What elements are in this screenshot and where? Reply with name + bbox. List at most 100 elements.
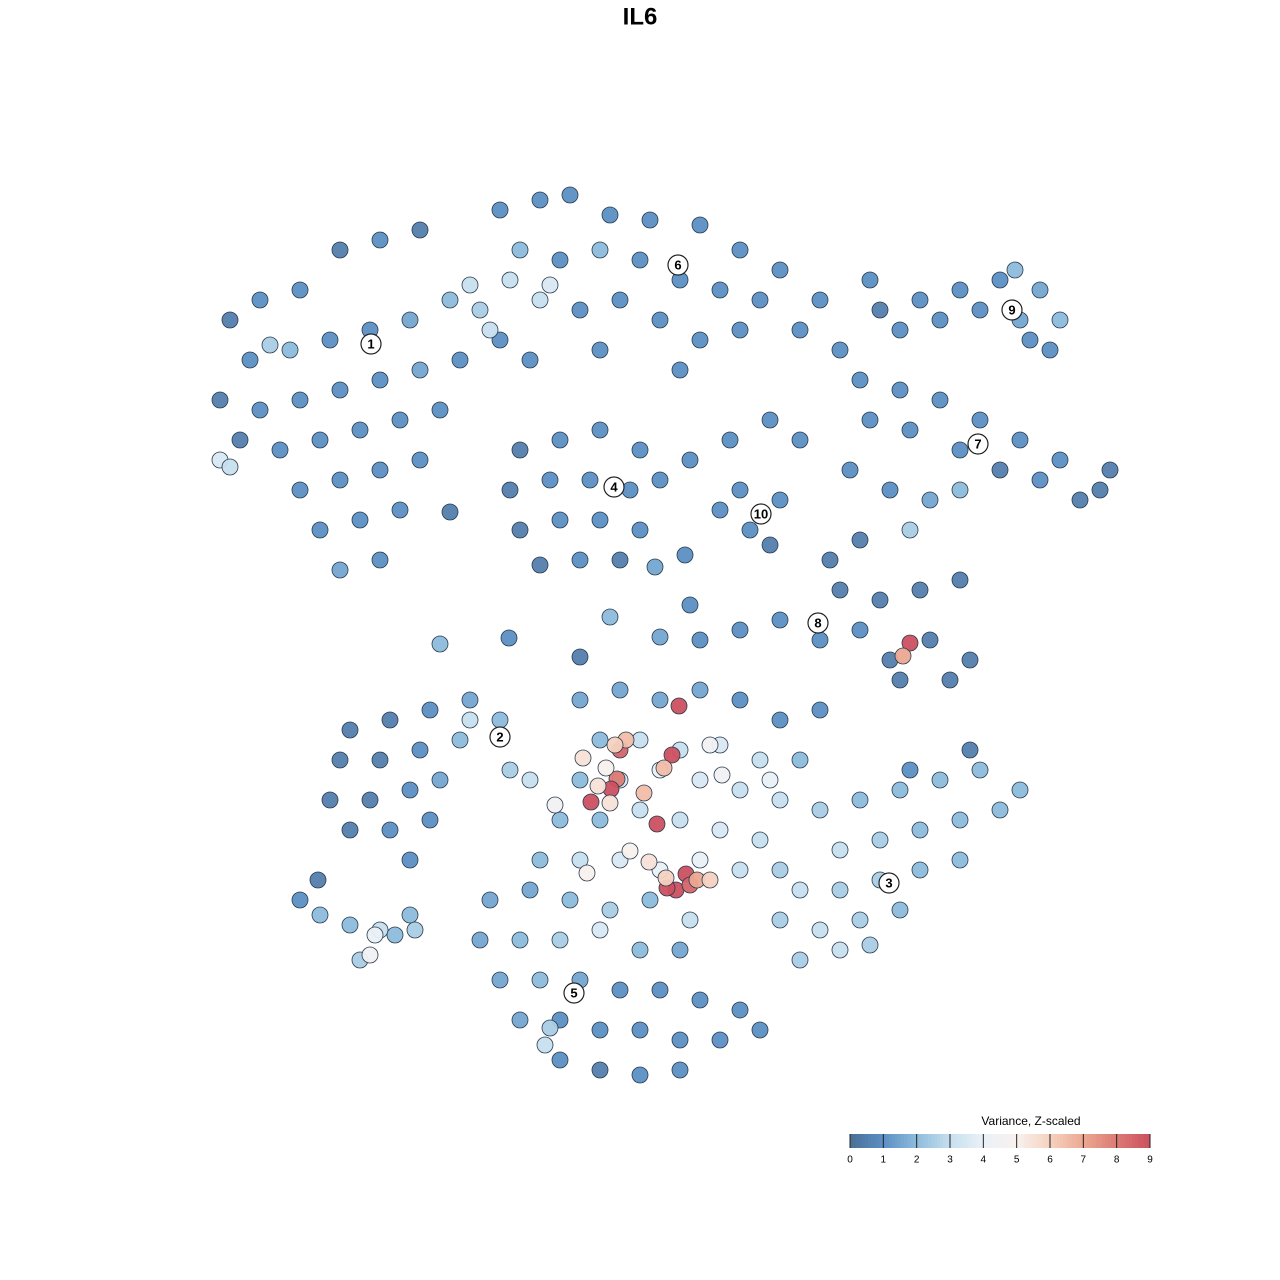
colorbar-segment: [1006, 1134, 1010, 1148]
point: [811, 631, 829, 649]
point: [321, 331, 339, 349]
point: [581, 471, 599, 489]
point: [891, 901, 909, 919]
point: [371, 751, 389, 769]
point: [671, 1031, 689, 1049]
colorbar-segment: [1060, 1134, 1064, 1148]
point: [771, 491, 789, 509]
colorbar-segment: [925, 1134, 929, 1148]
point: [651, 311, 669, 329]
colorbar-segment: [934, 1134, 938, 1148]
point: [711, 821, 729, 839]
cluster-label: 4: [610, 479, 618, 494]
cluster-marker: [967, 433, 989, 455]
point: [811, 291, 829, 309]
point: [521, 351, 539, 369]
point: [221, 458, 239, 476]
cluster-marker: [489, 726, 511, 748]
point: [651, 981, 669, 999]
point: [731, 241, 749, 259]
colorbar-segment: [1087, 1134, 1091, 1148]
point: [591, 421, 609, 439]
point: [578, 864, 596, 882]
point: [371, 551, 389, 569]
point: [311, 906, 329, 924]
point: [309, 871, 327, 889]
colorbar-segment: [862, 1134, 866, 1148]
point: [851, 371, 869, 389]
colorbar-segment: [964, 1134, 968, 1148]
cluster-label: 8: [814, 615, 821, 630]
colorbar-segment: [1138, 1134, 1142, 1148]
point: [1031, 281, 1049, 299]
point: [1011, 431, 1029, 449]
point: [831, 941, 849, 959]
point: [851, 911, 869, 929]
point: [861, 411, 879, 429]
colorbar-segment: [916, 1134, 920, 1148]
point: [841, 461, 859, 479]
point: [361, 791, 379, 809]
point: [611, 291, 629, 309]
colorbar-segment: [937, 1134, 941, 1148]
colorbar-segment: [883, 1134, 887, 1148]
colorbar-segment: [886, 1134, 890, 1148]
point: [611, 551, 629, 569]
point: [511, 931, 529, 949]
point: [291, 481, 309, 499]
colorbar-title: Variance, Z-scaled: [981, 1114, 1080, 1128]
point: [1011, 781, 1029, 799]
point: [351, 421, 369, 439]
point: [751, 1021, 769, 1039]
point: [691, 216, 709, 234]
colorbar-segment: [856, 1134, 860, 1148]
colorbar-segment: [1090, 1134, 1094, 1148]
point: [631, 731, 649, 749]
point: [251, 291, 269, 309]
point: [901, 421, 919, 439]
point: [451, 731, 469, 749]
colorbar-segment: [880, 1134, 884, 1148]
point: [531, 851, 549, 869]
point: [670, 697, 688, 715]
point: [646, 558, 664, 576]
cluster-marker: [1001, 299, 1023, 321]
point: [574, 749, 592, 767]
point: [431, 635, 449, 653]
point: [741, 521, 759, 539]
point: [791, 321, 809, 339]
colorbar-segment: [1012, 1134, 1016, 1148]
point: [1041, 341, 1059, 359]
point: [366, 926, 384, 944]
cluster-label: 2: [496, 729, 503, 744]
colorbar-segment: [1102, 1134, 1106, 1148]
point: [331, 561, 349, 579]
point: [1051, 311, 1069, 329]
points: [211, 186, 1119, 1084]
colorbar-segment: [958, 1134, 962, 1148]
point: [291, 891, 309, 909]
point: [831, 341, 849, 359]
point: [991, 271, 1009, 289]
point: [331, 241, 349, 259]
colorbar-tick-label: 5: [1014, 1155, 1020, 1166]
point: [891, 671, 909, 689]
point: [551, 251, 569, 269]
point: [511, 441, 529, 459]
point: [631, 1066, 649, 1084]
colorbar-segment: [997, 1134, 1001, 1148]
point: [871, 831, 889, 849]
point: [711, 1031, 729, 1049]
point: [894, 647, 912, 665]
point: [731, 1001, 749, 1019]
colorbar-tick-label: 4: [981, 1155, 987, 1166]
point: [771, 261, 789, 279]
cluster-label: 3: [885, 875, 892, 890]
point: [531, 556, 549, 574]
point: [891, 381, 909, 399]
point: [591, 1021, 609, 1039]
point: [341, 821, 359, 839]
point: [851, 791, 869, 809]
point: [648, 815, 666, 833]
